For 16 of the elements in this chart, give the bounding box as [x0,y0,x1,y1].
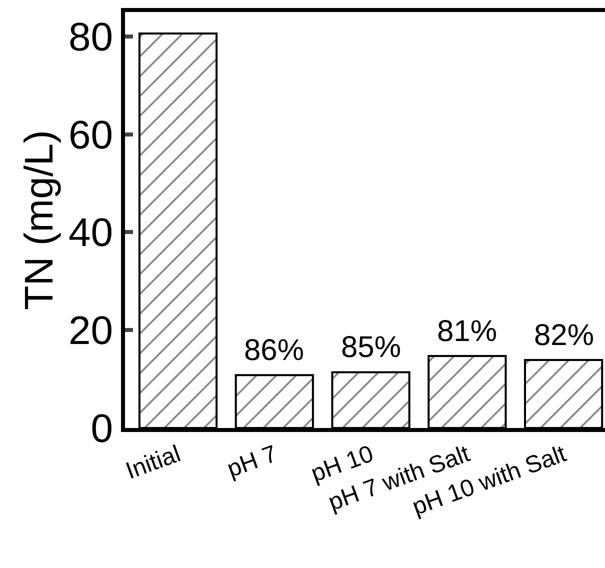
bar [138,32,218,428]
bar [428,355,507,428]
y-tick-label: 60 [68,113,113,158]
x-tick-label: Initial [122,440,184,485]
y-tick-label: 0 [90,407,113,451]
y-tick-label: 40 [68,211,113,256]
annotation: 85% [341,331,402,364]
x-tick-label: pH 7 [224,440,281,484]
annotation: 82% [534,319,594,352]
annotation: 86% [244,334,304,367]
y-tick-label: 20 [68,309,113,354]
annotation: 81% [437,315,498,348]
bar [331,371,410,428]
y-axis-title: TN (mg/L) [18,130,62,310]
y-tick-label: 80 [68,15,113,60]
bar [234,374,314,428]
